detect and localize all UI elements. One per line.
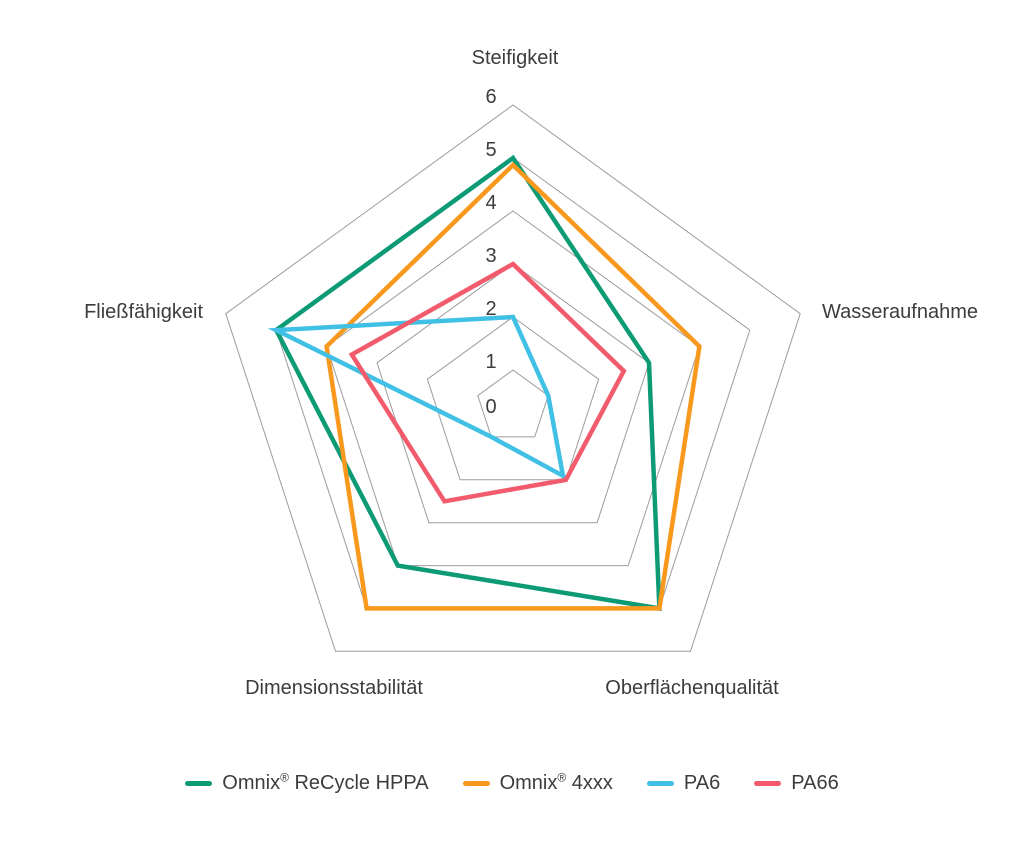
legend-item-omnix-4xxx: Omnix® 4xxx [462, 770, 613, 795]
chart-legend: Omnix® ReCycle HPPA Omnix® 4xxx PA6 PA66 [0, 770, 1024, 795]
radar-series [267, 154, 702, 612]
legend-color-dash [462, 781, 490, 786]
axis-tick-labels: 0 1 2 3 4 5 6 [485, 86, 496, 418]
grid-ring-1 [477, 369, 549, 438]
series-line-pa6 [267, 314, 567, 481]
axis-labels: Steifigkeit Wasseraufnahme Oberflächenqu… [84, 47, 978, 699]
axis-label-oberflaechenqualitaet: Oberflächenqualität [605, 677, 779, 699]
legend-label: Omnix® ReCycle HPPA [222, 770, 429, 794]
tick-label-6: 6 [485, 86, 496, 108]
legend-item-omnix-recycle-hppa: Omnix® ReCycle HPPA [185, 770, 429, 795]
legend-item-pa6: PA6 [646, 772, 721, 795]
legend-color-dash [754, 781, 782, 786]
legend-label: Omnix® 4xxx [499, 770, 613, 794]
tick-label-1: 1 [485, 351, 496, 373]
tick-label-3: 3 [485, 245, 496, 267]
legend-label: PA6 [683, 772, 721, 794]
axis-label-steifigkeit: Steifigkeit [472, 47, 559, 69]
axis-label-wasseraufnahme: Wasseraufnahme [822, 301, 978, 323]
legend-label: PA66 [791, 772, 839, 794]
tick-label-0: 0 [485, 396, 496, 418]
grid-ring-2 [426, 316, 600, 481]
grid-ring-6 [225, 104, 801, 652]
axis-label-dimensionsstabilitaet: Dimensionsstabilität [245, 677, 423, 699]
tick-label-5: 5 [485, 139, 496, 161]
grid-ring-3 [376, 263, 650, 524]
legend-item-pa66: PA66 [754, 772, 839, 795]
axis-label-fliessfaehigkeit: Fließfähigkeit [84, 301, 203, 323]
series-line-omnix-recycle-hppa [273, 154, 662, 612]
series-line-pa66 [348, 261, 627, 504]
tick-label-2: 2 [485, 298, 496, 320]
legend-color-dash [646, 781, 674, 786]
tick-label-4: 4 [485, 192, 496, 214]
radar-grid [225, 104, 801, 652]
legend-color-dash [185, 781, 213, 786]
series-line-omnix-4xxx [324, 161, 702, 611]
